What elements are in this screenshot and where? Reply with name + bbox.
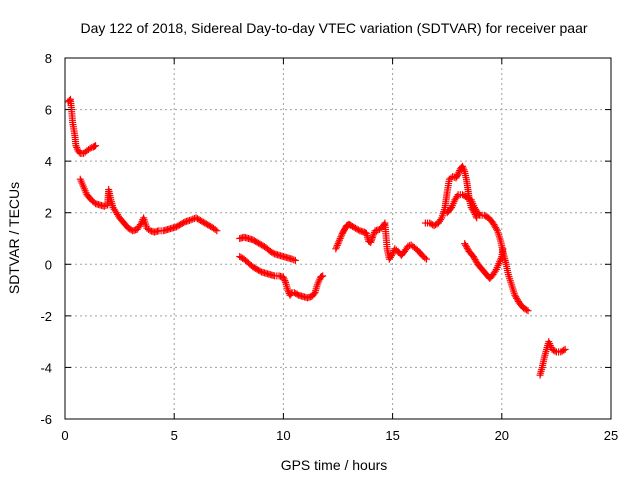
y-tick-label: 8 [45, 51, 52, 66]
data-point [380, 220, 388, 228]
data-point [185, 216, 193, 224]
data-point [437, 216, 445, 224]
data-point [369, 232, 377, 240]
data-point [72, 142, 80, 150]
x-tick-label: 5 [171, 428, 178, 443]
y-tick-label: 2 [45, 206, 52, 221]
data-point [335, 238, 343, 246]
data-point [453, 171, 461, 179]
x-tick-label: 0 [61, 428, 68, 443]
data-point [318, 273, 326, 281]
y-tick-label: -6 [40, 412, 52, 427]
data-point [496, 258, 504, 266]
data-point [86, 144, 94, 152]
data-point [524, 307, 532, 315]
data-point [279, 273, 287, 281]
y-axis: -6 -4 -2 0 2 4 6 8 [40, 51, 611, 427]
data-point [551, 347, 559, 355]
data-point [336, 235, 344, 242]
x-tick-label: 25 [604, 428, 618, 443]
data-point [406, 242, 414, 250]
data-point [213, 227, 221, 235]
x-tick-label: 15 [385, 428, 399, 443]
data-point [560, 346, 568, 354]
data-point [499, 245, 507, 253]
x-axis-label: GPS time / hours [281, 457, 388, 473]
data-point [523, 306, 531, 314]
x-axis: 0 5 10 15 20 25 [61, 58, 618, 443]
data-point [187, 216, 195, 224]
data-point [145, 225, 153, 233]
data-point [280, 275, 288, 283]
data-point [281, 277, 289, 285]
data-point [284, 286, 292, 294]
grid-lines [65, 58, 611, 419]
data-point [475, 210, 483, 218]
data-point [92, 142, 100, 150]
data-point [493, 225, 501, 233]
data-point [421, 254, 429, 262]
data-point [454, 170, 462, 178]
y-tick-label: 4 [45, 154, 52, 169]
data-point [333, 243, 341, 251]
data-point [334, 240, 342, 248]
data-point [422, 255, 430, 263]
data-point [370, 230, 378, 238]
data-point [389, 250, 397, 258]
y-axis-label: SDTVAR / TECUs [6, 182, 22, 294]
y-tick-label: 6 [45, 103, 52, 118]
chart-title: Day 122 of 2018, Sidereal Day-to-day VTE… [80, 20, 587, 36]
data-point [337, 233, 345, 241]
x-tick-label: 20 [495, 428, 509, 443]
x-tick-label: 10 [276, 428, 290, 443]
y-tick-label: -2 [40, 309, 52, 324]
data-point [73, 143, 81, 151]
data-point [211, 225, 219, 233]
plot-frame [64, 57, 612, 420]
data-point [310, 290, 318, 298]
data-point [90, 142, 98, 150]
data-point [291, 256, 299, 264]
data-point [288, 255, 296, 263]
y-tick-label: 0 [45, 257, 52, 272]
data-point [290, 256, 298, 264]
data-points [64, 95, 569, 379]
data-point [491, 267, 499, 275]
data-point [453, 192, 461, 200]
data-point [100, 202, 108, 210]
data-point [497, 254, 505, 262]
data-point [332, 245, 340, 253]
data-point [455, 168, 463, 176]
data-point [319, 272, 327, 280]
data-point [460, 166, 468, 174]
data-point [459, 164, 467, 172]
data-point [458, 162, 466, 170]
data-point [333, 241, 341, 249]
data-point [338, 231, 346, 239]
y-tick-label: -4 [40, 360, 52, 375]
data-point [496, 256, 504, 264]
data-point [335, 236, 343, 244]
data-point [561, 345, 569, 353]
